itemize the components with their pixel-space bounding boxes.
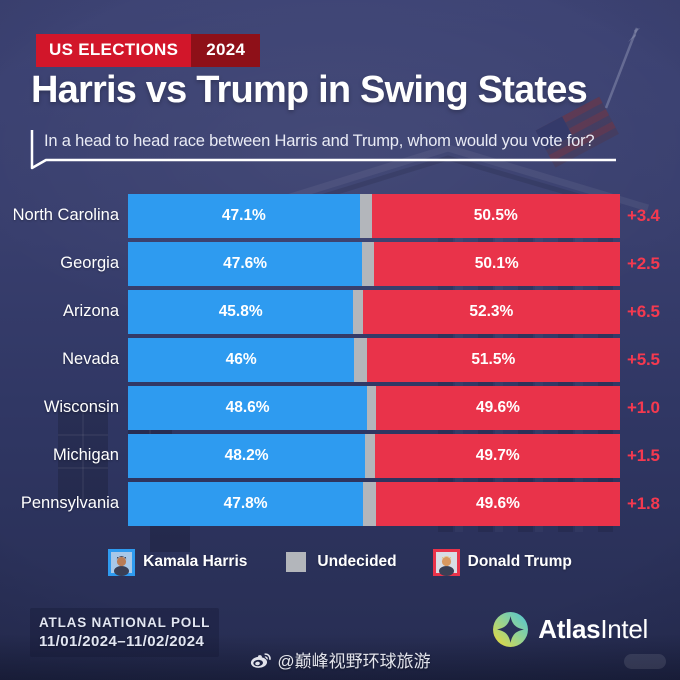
chart-row: Nevada 46% 51.5% +5.5 [0,336,680,384]
harris-bar-value: 46% [225,351,257,368]
trump-bar-value: 49.6% [476,399,520,416]
undecided-bar-segment [353,290,363,334]
us-elections-badge: US ELECTIONS 2024 [36,34,261,67]
margin-label: +1.0 [627,398,660,417]
atlasintel-logo-icon [493,612,529,647]
chart-row: Georgia 47.6% 50.1% +2.5 [0,240,680,288]
brand-part2: Intel [600,614,648,644]
legend-label: Donald Trump [467,553,572,570]
trump-bar-segment: 49.6% [375,482,620,526]
donald-trump-photo [432,548,460,576]
harris-bar-segment: 48.6% [128,386,368,430]
legend-item: Undecided [283,552,397,572]
harris-bar-value: 47.6% [223,255,268,272]
chart-row: Arizona 45.8% 52.3% +6.5 [0,288,680,336]
weibo-icon [250,653,271,668]
poll-dates: 11/01/2024–11/02/2024 [39,633,205,650]
chart-legend: Kamala Harris Undecided Donald Trump [0,545,680,579]
trump-bar-value: 49.6% [476,495,520,512]
poll-question: In a head to head race between Harris an… [44,132,595,150]
undecided-bar-segment [365,434,376,478]
page-title: Harris vs Trump in Swing States [31,69,588,111]
undecided-bar-segment [354,338,367,382]
poll-info: ATLAS NATIONAL POLL 11/01/2024–11/02/202… [30,608,220,657]
legend-item: Donald Trump [432,548,572,576]
harris-bar-value: 47.1% [221,207,266,224]
margin-label: +1.5 [627,446,660,465]
watermark-handle: @巅峰视野环球旅游 [277,652,431,671]
trump-bar-value: 49.7% [475,447,520,464]
callout-bracket [30,130,616,170]
row-bars: 45.8% 52.3% [128,290,620,334]
row-state-label: Nevada [62,350,119,369]
legend-label: Undecided [317,553,397,570]
row-state-label: Pennsylvania [20,494,119,513]
trump-bar-segment: 49.6% [375,386,620,430]
trump-bar-segment: 51.5% [366,338,620,382]
chart-row: North Carolina 47.1% 50.5% +3.4 [0,192,680,240]
harris-bar-segment: 45.8% [128,290,354,334]
row-state-label: Arizona [63,302,119,321]
margin-label: +2.5 [627,254,660,273]
weibo-watermark: @巅峰视野环球旅游 [249,647,431,672]
atlasintel-brand: AtlasIntel [492,611,648,648]
brand-part1: Atlas [538,614,601,644]
trump-bar-segment: 50.1% [373,242,620,286]
harris-bar-value: 47.8% [223,495,268,512]
margin-label: +1.8 [627,494,660,513]
badge-label: US ELECTIONS [36,34,192,67]
row-state-label: North Carolina [12,206,119,225]
badge-year: 2024 [191,34,261,67]
undecided-bar-segment [362,242,374,286]
undecided-bar-segment [367,386,376,430]
poll-name: ATLAS NATIONAL POLL [39,615,211,630]
margin-label: +3.4 [627,206,660,225]
undecided-swatch [286,552,307,572]
harris-bar-segment: 48.2% [128,434,366,478]
swing-states-chart: North Carolina 47.1% 50.5% +3.4 Georgia … [0,192,680,528]
harris-bar-segment: 47.1% [128,194,360,238]
legend-item: Kamala Harris [108,548,248,576]
row-bars: 47.6% 50.1% [128,242,620,286]
row-state-label: Wisconsin [43,398,119,417]
trump-bar-value: 52.3% [469,303,514,320]
row-state-label: Georgia [60,254,119,273]
row-bars: 48.2% 49.7% [128,434,620,478]
trump-bar-value: 51.5% [471,351,516,368]
trump-bar-segment: 49.7% [375,434,620,478]
trump-bar-value: 50.1% [474,255,519,272]
chart-rows: North Carolina 47.1% 50.5% +3.4 Georgia … [0,192,680,528]
row-bars: 47.1% 50.5% [128,194,620,238]
chart-row: Pennsylvania 47.8% 49.6% +1.8 [0,480,680,528]
chart-row: Michigan 48.2% 49.7% +1.5 [0,432,680,480]
row-bars: 47.8% 49.6% [128,482,620,526]
harris-bar-value: 48.2% [224,447,269,464]
corner-watermark-pill [624,654,666,669]
kamala-harris-photo [108,548,136,576]
undecided-bar-segment [359,194,372,238]
harris-bar-value: 48.6% [225,399,270,416]
margin-label: +5.5 [627,350,660,369]
trump-bar-segment: 52.3% [362,290,620,334]
undecided-bar-segment [363,482,376,526]
trump-bar-segment: 50.5% [371,194,620,238]
row-bars: 46% 51.5% [128,338,620,382]
chart-row: Wisconsin 48.6% 49.6% +1.0 [0,384,680,432]
row-state-label: Michigan [52,446,119,465]
row-bars: 48.6% 49.6% [128,386,620,430]
margin-label: +6.5 [627,302,660,321]
harris-bar-segment: 47.8% [128,482,364,526]
harris-bar-value: 45.8% [218,303,263,320]
atlasintel-wordmark: AtlasIntel [538,614,648,645]
poll-question-callout: In a head to head race between Harris an… [30,128,630,170]
legend-label: Kamala Harris [143,553,248,570]
harris-bar-segment: 46% [128,338,355,382]
trump-bar-value: 50.5% [473,207,518,224]
harris-bar-segment: 47.6% [128,242,363,286]
